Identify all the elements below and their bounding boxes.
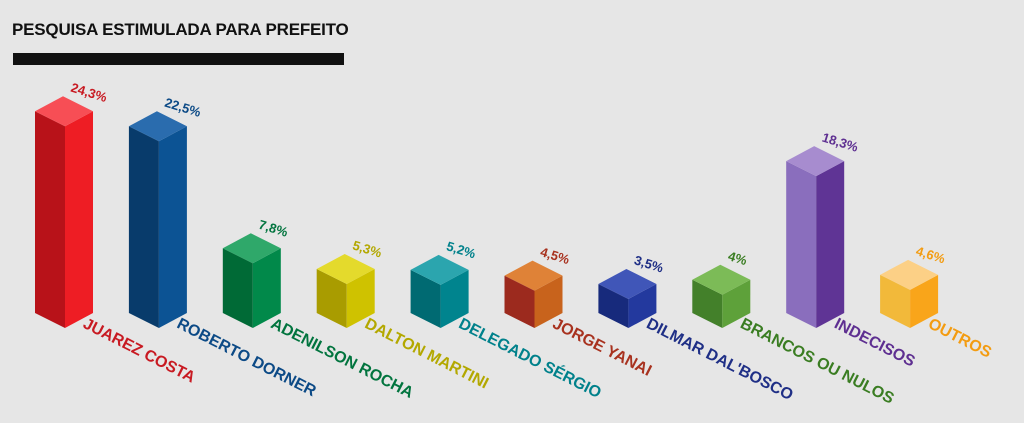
bar-face-left [692, 279, 723, 328]
data-label: 22,5% [163, 95, 203, 120]
bar-face-left [504, 275, 535, 328]
bar-face-right [440, 269, 469, 328]
bar-face-left [786, 161, 817, 328]
bar-3d [316, 254, 375, 328]
bar-face-top [692, 264, 751, 295]
bar-face-right [252, 248, 281, 328]
bar-face-top [786, 146, 845, 177]
bar-face-top [504, 260, 563, 291]
bar-3d [598, 268, 657, 328]
bar-3d [35, 96, 93, 328]
bar-face-left [410, 269, 441, 328]
data-label: 7,8% [257, 217, 290, 240]
bar-face-left [316, 269, 347, 328]
bar-3d [128, 111, 187, 328]
bar-face-right [816, 161, 845, 328]
bar-face-top [128, 111, 187, 142]
data-label: 24,3% [69, 80, 109, 105]
bar-face-left [880, 274, 911, 328]
bar-face-top [316, 254, 375, 285]
bar-face-top [410, 254, 469, 285]
data-label: 18,3% [820, 130, 860, 155]
bar-face-right [910, 274, 939, 328]
bar-face-left [598, 283, 629, 328]
bar-3d [786, 146, 845, 328]
page-title: PESQUISA ESTIMULADA PARA PREFEITO [12, 20, 349, 39]
bar-3d [880, 259, 939, 328]
bar-face-top [598, 268, 657, 299]
bar-face-right [346, 269, 375, 328]
data-label: 5,2% [445, 238, 478, 261]
bar-face-left [222, 248, 253, 328]
data-label: 3,5% [633, 252, 666, 275]
bar-face-top [880, 259, 939, 290]
bar-face-right [65, 111, 93, 328]
category-label: OUTROS [925, 315, 994, 361]
data-label: 5,3% [351, 238, 384, 261]
data-label: 4,5% [539, 244, 572, 267]
title-underline-bar [13, 53, 344, 65]
bar-face-top [35, 96, 93, 127]
bar-3d [410, 254, 469, 328]
data-label: 4,6% [914, 243, 947, 266]
category-label: BRANCOS OU NULOS [737, 315, 896, 407]
bar-3d [692, 264, 751, 328]
bar-face-right [534, 275, 563, 328]
bar-3d [222, 233, 281, 328]
bar-face-top [222, 233, 281, 264]
bar-face-left [35, 111, 65, 328]
bar-face-left [128, 126, 159, 328]
bar-3d [504, 260, 563, 328]
bar-face-right [628, 283, 657, 328]
bar-face-right [722, 279, 751, 328]
data-label: 4% [726, 248, 749, 268]
bar-face-right [158, 126, 187, 328]
